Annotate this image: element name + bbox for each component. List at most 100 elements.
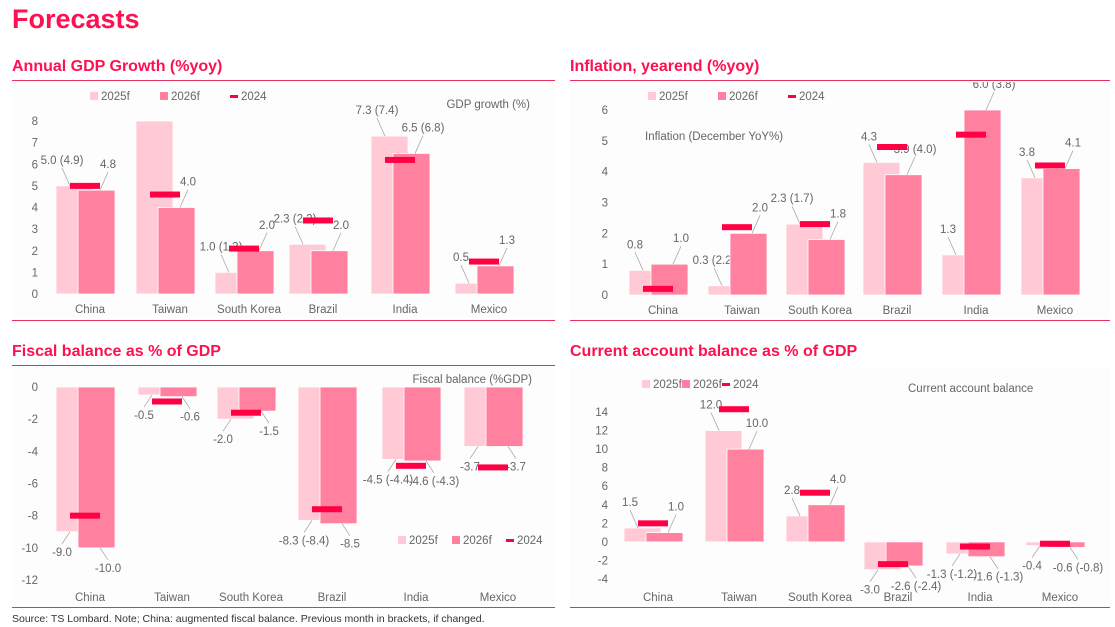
y-tick-label: 4 [602,167,609,179]
data-label: 2.8 [784,485,800,497]
y-tick-label: -2 [28,414,38,426]
leader-line [985,91,995,111]
leader-line [179,189,189,208]
data-label: 1.5 [622,497,638,509]
bar-2026f [729,232,768,296]
y-tick-label: 6 [32,159,38,171]
chart-title-inflation: Inflation, yearend (%yoy) [570,58,760,75]
x-tick-label: India [964,305,990,317]
data-label: 5.0 (4.9) [41,155,84,167]
marker-2024 [231,409,261,416]
legend-swatch-2025f [398,536,406,544]
marker-2024 [396,462,426,469]
legend-label: 2026f [463,535,493,547]
bar-2026f [310,250,349,295]
leader-line [1064,150,1074,169]
y-tick-label: 5 [602,136,608,148]
y-tick-label: 10 [595,444,608,456]
x-tick-label: Brazil [309,304,338,316]
marker-2024 [800,221,830,228]
leader-line [260,410,270,424]
leader-line [906,156,916,175]
y-tick-label: -4 [598,574,609,586]
legend-label: 2026f [729,91,759,103]
legend-label: 2025f [659,91,689,103]
chart-title-fiscal: Fiscal balance as % of GDP [12,343,221,360]
marker-2024 [800,489,830,496]
divider [570,80,1110,81]
x-tick-label: Brazil [318,592,347,604]
marker-2024 [70,512,100,519]
divider [12,320,555,321]
leader-line [425,460,435,474]
y-tick-label: 6 [602,481,608,493]
y-tick-label: 5 [32,181,38,193]
x-tick-label: Mexico [1037,305,1073,317]
y-tick-label: -2 [598,555,608,567]
x-tick-label: Taiwan [152,304,188,316]
bar-2026f [963,109,1002,296]
data-label: 2.0 [259,220,275,232]
data-label: -4.5 (-4.4) [363,474,414,486]
marker-2024 [1035,162,1065,169]
leader-line [951,553,961,567]
data-label: 3.8 [1019,147,1035,159]
y-tick-label: 0 [32,289,38,301]
marker-2024 [960,543,990,550]
data-label: 2.0 [752,202,768,214]
leader-line [469,446,479,459]
legend-label: 2025f [101,91,131,103]
leader-line [303,520,313,533]
leader-line [1069,547,1079,560]
chart-title-current-account: Current account balance as % of GDP [570,343,858,360]
data-label: -0.6 [180,412,200,424]
data-label: -4.6 (-4.3) [409,476,460,488]
leader-line [181,396,191,409]
data-label: -9.0 [52,547,72,559]
data-label: -1.6 (-1.3) [973,572,1024,584]
leader-line [99,172,109,191]
y-tick-label: -6 [28,479,38,491]
data-label: 7.3 (7.4) [356,105,399,117]
leader-line [460,265,470,284]
bar-2026f [236,250,275,295]
data-label: 2.3 (1.7) [771,193,814,205]
data-label: 4.8 [100,159,116,171]
bar-2026f [476,265,515,295]
bar-2026f [403,386,442,462]
legend-swatch-2024 [230,95,238,98]
bar-2026f [319,386,358,525]
marker-2024 [478,464,508,471]
data-label: 1.3 [940,224,956,236]
legend-label: 2024 [799,91,825,103]
legend-label: 2024 [241,91,267,103]
bar-2026f [77,189,116,295]
legend-label: 2024 [517,535,543,547]
y-tick-label: -12 [21,575,38,587]
y-tick-label: 0 [32,382,38,394]
leader-line [748,430,758,450]
y-tick-label: 2 [602,518,608,530]
leader-line [989,556,999,569]
legend-swatch-2026f [452,536,460,544]
data-label: 6.5 (6.8) [402,122,445,134]
data-label: 2.0 [333,220,349,232]
divider [12,365,555,366]
x-tick-label: Mexico [1042,592,1078,604]
chart-inflation: 0 1 2 3 4 5 6 China Taiwan South Korea Brazil India… [570,82,1110,318]
legend-swatch-2025f [648,92,656,100]
x-tick-label: Brazil [883,305,912,317]
y-tick-label: 0 [602,537,608,549]
x-tick-label: China [75,304,106,316]
y-tick-label: -10 [21,543,38,555]
y-tick-label: 8 [602,463,608,475]
bar-2026f [884,174,923,296]
x-tick-label: China [75,592,106,604]
y-tick-label: -8 [28,511,38,523]
divider [12,80,555,81]
bar-2026f [807,239,846,296]
leader-line [220,254,230,273]
marker-2024 [303,217,333,224]
leader-line [222,418,232,432]
legend-swatch-2024 [722,383,730,386]
